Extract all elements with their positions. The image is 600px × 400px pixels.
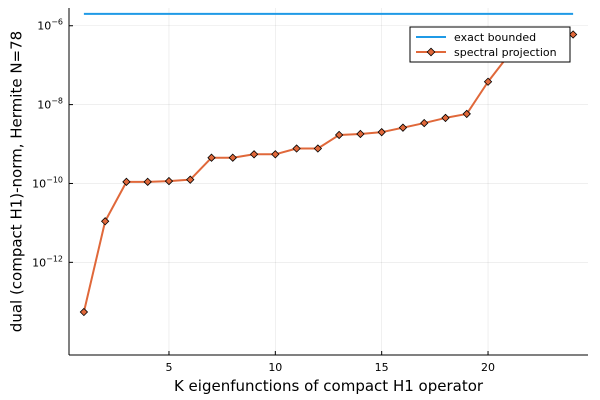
legend: exact bounded spectral projection xyxy=(409,26,571,63)
y-tick-label: 10−12 xyxy=(32,254,63,269)
x-tick-label: 5 xyxy=(165,361,172,374)
series-spectral-projection-point xyxy=(100,217,110,226)
series-spectral-projection-point xyxy=(186,175,195,184)
series-spectral-projection-point xyxy=(122,177,131,187)
series-spectral-projection-point xyxy=(292,144,301,153)
series-spectral-projection-point xyxy=(271,150,280,159)
series-spectral-projection-point xyxy=(377,128,386,137)
data-layer xyxy=(79,12,578,317)
series-spectral-projection-point xyxy=(334,130,344,140)
y-tick-label: 10−10 xyxy=(32,175,63,190)
x-tick-label: 15 xyxy=(375,361,389,374)
y-tick-label: 10−6 xyxy=(37,18,63,33)
x-tick-label: 10 xyxy=(268,361,282,374)
series-spectral-projection-point xyxy=(313,144,323,153)
series-spectral-projection-point xyxy=(398,123,408,132)
series-spectral-projection-point xyxy=(441,113,450,123)
series-spectral-projection-point xyxy=(228,153,237,162)
x-axis-label: K eigenfunctions of compact H1 operator xyxy=(174,377,484,395)
legend-spectral-projection-marker xyxy=(426,47,436,57)
series-spectral-projection-point xyxy=(356,129,365,139)
series-spectral-projection-line xyxy=(82,52,531,313)
x-tick-label: 20 xyxy=(481,361,495,374)
series-spectral-projection-point xyxy=(164,176,174,186)
tick-layer: 5 10 15 20 10−6 10−8 10−10 10−12 xyxy=(32,8,588,374)
legend-exact-bounded-label: exact bounded xyxy=(454,31,536,44)
series-spectral-projection-point xyxy=(420,118,429,128)
y-axis-label: dual (compact H1)-norm, Hermite N=78 xyxy=(8,31,26,332)
series-spectral-projection-point xyxy=(568,30,578,39)
y-tick-label: 10−8 xyxy=(37,97,63,112)
series-spectral-projection-point xyxy=(207,153,216,162)
series-spectral-projection-point xyxy=(143,177,152,187)
legend-box xyxy=(409,26,571,63)
series-spectral-projection-point xyxy=(79,307,89,317)
series-spectral-projection-point xyxy=(249,150,259,159)
series-spectral-projection-point xyxy=(483,77,493,86)
series-spectral-projection-point xyxy=(462,109,471,119)
legend-spectral-projection-label: spectral projection xyxy=(454,46,557,59)
grid-layer xyxy=(69,8,588,355)
